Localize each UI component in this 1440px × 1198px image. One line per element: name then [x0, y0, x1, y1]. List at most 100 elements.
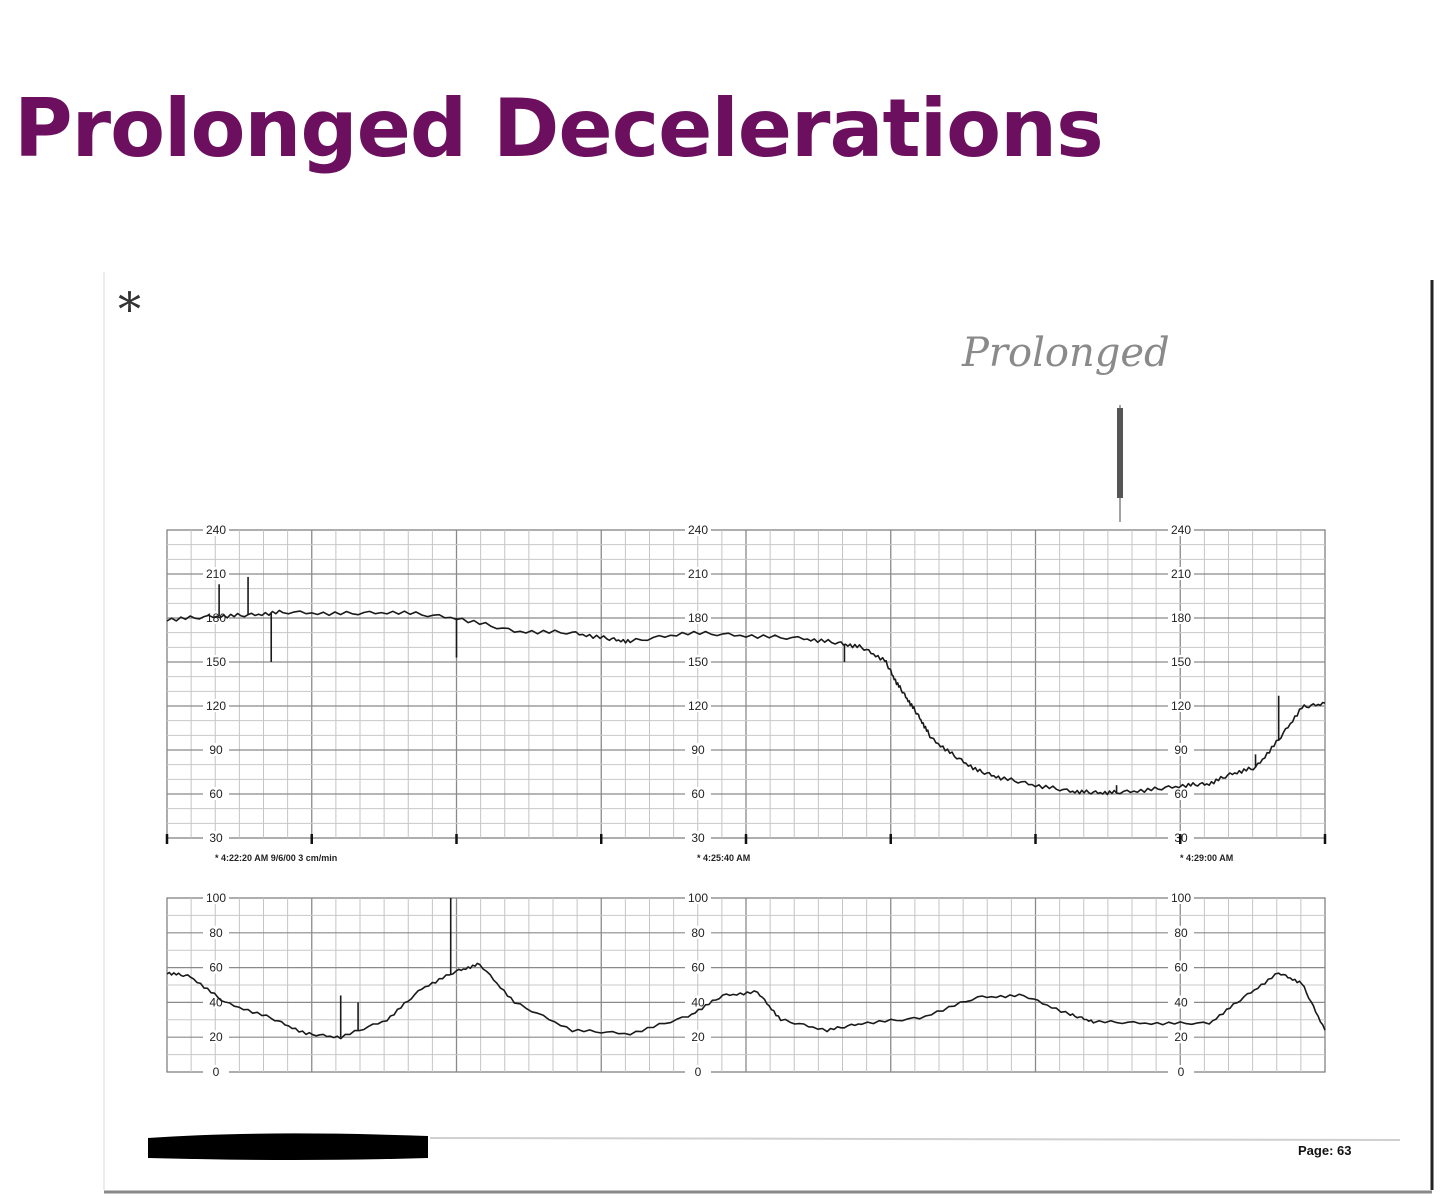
fetal-heart-rate-tick-label: 60 [1174, 787, 1188, 801]
fetal-heart-rate-tick-label: 210 [688, 567, 708, 581]
fetal-heart-rate-tick-label: 210 [206, 567, 226, 581]
tick-label-bg [1168, 1065, 1194, 1078]
tick-label-bg [203, 611, 229, 624]
tick-label-bg [203, 1030, 229, 1044]
tick-label-bg [1168, 925, 1194, 939]
uterine-activity-tick-label: 0 [695, 1065, 702, 1079]
tick-label-bg [203, 960, 229, 974]
tick-label-bg [203, 995, 229, 1009]
tick-label-bg [685, 1065, 711, 1078]
tick-label-bg [203, 523, 229, 536]
fetal-heart-rate-tick-label: 180 [688, 611, 708, 625]
tick-label-bg [685, 787, 711, 800]
uterine-activity-tick-label: 20 [1174, 1030, 1188, 1044]
uterine-activity-tick-label: 60 [691, 961, 705, 975]
uterine-activity-tick-label: 60 [209, 961, 223, 975]
tick-label-bg [203, 699, 229, 712]
uterine-activity-tick-label: 80 [209, 926, 223, 940]
strip-footer: Page: 63 [148, 1133, 1401, 1160]
event-marker-text [1117, 408, 1123, 498]
uterine-activity-tick-label: 80 [691, 926, 705, 940]
tick-label-bg [1168, 567, 1194, 580]
uterine-activity-tick-label: 40 [209, 995, 223, 1009]
fetal-heart-rate-trace [166, 609, 1326, 796]
uterine-activity-tick-label: 60 [1174, 961, 1188, 975]
uterine-activity-trace [166, 962, 1326, 1040]
tick-label-bg [203, 787, 229, 800]
fetal-heart-rate-tick-label: 240 [206, 523, 226, 537]
tick-label-bg [1168, 1030, 1194, 1044]
fetal-heart-rate-tick-label: 210 [1171, 567, 1191, 581]
tick-label-bg [203, 1065, 229, 1078]
fetal-heart-rate-tick-label: 90 [691, 743, 705, 757]
tick-label-bg [1168, 611, 1194, 624]
fhr-panel: 30 60 90 120 150 180 210 240 30 60 90 120 150 180 210 2… [165, 523, 1327, 863]
uterine-activity-grid [167, 898, 1325, 1072]
time-label: * 4:22:20 AM 9/6/00 3 cm/min [215, 853, 337, 863]
uterine-activity-tick-label: 20 [209, 1030, 223, 1044]
uterine-activity-tick-label: 100 [1171, 891, 1191, 905]
tick-label-bg [685, 1030, 711, 1044]
uterine-activity-tick-label: 40 [691, 995, 705, 1009]
tick-label-bg [203, 925, 229, 939]
redaction-bar [148, 1133, 428, 1160]
fetal-heart-rate-tick-label: 30 [691, 831, 705, 845]
fetal-heart-rate-tick-label: 30 [209, 831, 223, 845]
tick-label-bg [685, 891, 711, 904]
tick-label-bg [1168, 891, 1194, 904]
fetal-heart-rate-tick-label: 90 [209, 743, 223, 757]
tick-label-bg [1168, 655, 1194, 668]
tick-label-bg [685, 611, 711, 624]
tick-label-bg [1168, 960, 1194, 974]
uterine-activity-tick-label: 0 [213, 1065, 220, 1079]
fetal-heart-rate-tick-label: 240 [688, 523, 708, 537]
tick-label-bg [203, 655, 229, 668]
tick-label-bg [685, 925, 711, 939]
uterine-activity-tick-label: 100 [688, 891, 708, 905]
fetal-heart-rate-tick-label: 240 [1171, 523, 1191, 537]
tick-label-bg [1168, 995, 1194, 1009]
uterine-activity-tick-label: 0 [1178, 1065, 1185, 1079]
tick-label-bg [685, 655, 711, 668]
tick-label-bg [685, 567, 711, 580]
uterine-activity-tick-label: 100 [206, 891, 226, 905]
fetal-heart-rate-tick-label: 120 [688, 699, 708, 713]
page-label: Page: 63 [1298, 1143, 1351, 1158]
uterine-activity-tick-label: 80 [1174, 926, 1188, 940]
tick-label-bg [685, 960, 711, 974]
fetal-heart-rate-tick-label: 150 [688, 655, 708, 669]
fetal-heart-rate-tick-label: 120 [1171, 699, 1191, 713]
time-label: * 4:29:00 AM [1180, 853, 1233, 863]
tick-label-bg [203, 891, 229, 904]
fetal-heart-rate-tick-label: 60 [209, 787, 223, 801]
fetal-heart-rate-tick-label: 180 [206, 611, 226, 625]
asterisk-mark: * [118, 282, 141, 336]
tick-label-bg [203, 743, 229, 756]
tick-label-bg [685, 743, 711, 756]
slide-title: Prolonged Decelerations [14, 82, 1104, 175]
tick-label-bg [203, 567, 229, 580]
tick-label-bg [1168, 699, 1194, 712]
uterine-activity-tick-label: 40 [1174, 995, 1188, 1009]
tick-label-bg [685, 831, 711, 844]
footer-rule [429, 1137, 1401, 1141]
tick-label-bg [203, 831, 229, 844]
fetal-heart-rate-tick-label: 90 [1174, 743, 1188, 757]
tick-label-bg [685, 523, 711, 536]
uterine-activity-tick-label: 20 [691, 1030, 705, 1044]
fetal-heart-rate-grid [167, 530, 1325, 838]
handwritten-note: Prolonged [962, 330, 1170, 376]
fetal-heart-rate-tick-label: 150 [206, 655, 226, 669]
time-label: * 4:25:40 AM [697, 853, 750, 863]
fetal-heart-rate-tick-label: 150 [1171, 655, 1191, 669]
tick-label-bg [1168, 743, 1194, 756]
tick-label-bg [1168, 787, 1194, 800]
fetal-heart-rate-tick-label: 120 [206, 699, 226, 713]
fetal-heart-rate-tick-label: 180 [1171, 611, 1191, 625]
fetal-heart-rate-tick-label: 60 [691, 787, 705, 801]
tick-label-bg [685, 699, 711, 712]
ua-panel: 0 20 40 60 80 100 0 20 40 60 80 100 0 20 40 60 80 100 [166, 891, 1326, 1079]
tick-label-bg [1168, 523, 1194, 536]
paper-edges [103, 272, 1434, 1194]
